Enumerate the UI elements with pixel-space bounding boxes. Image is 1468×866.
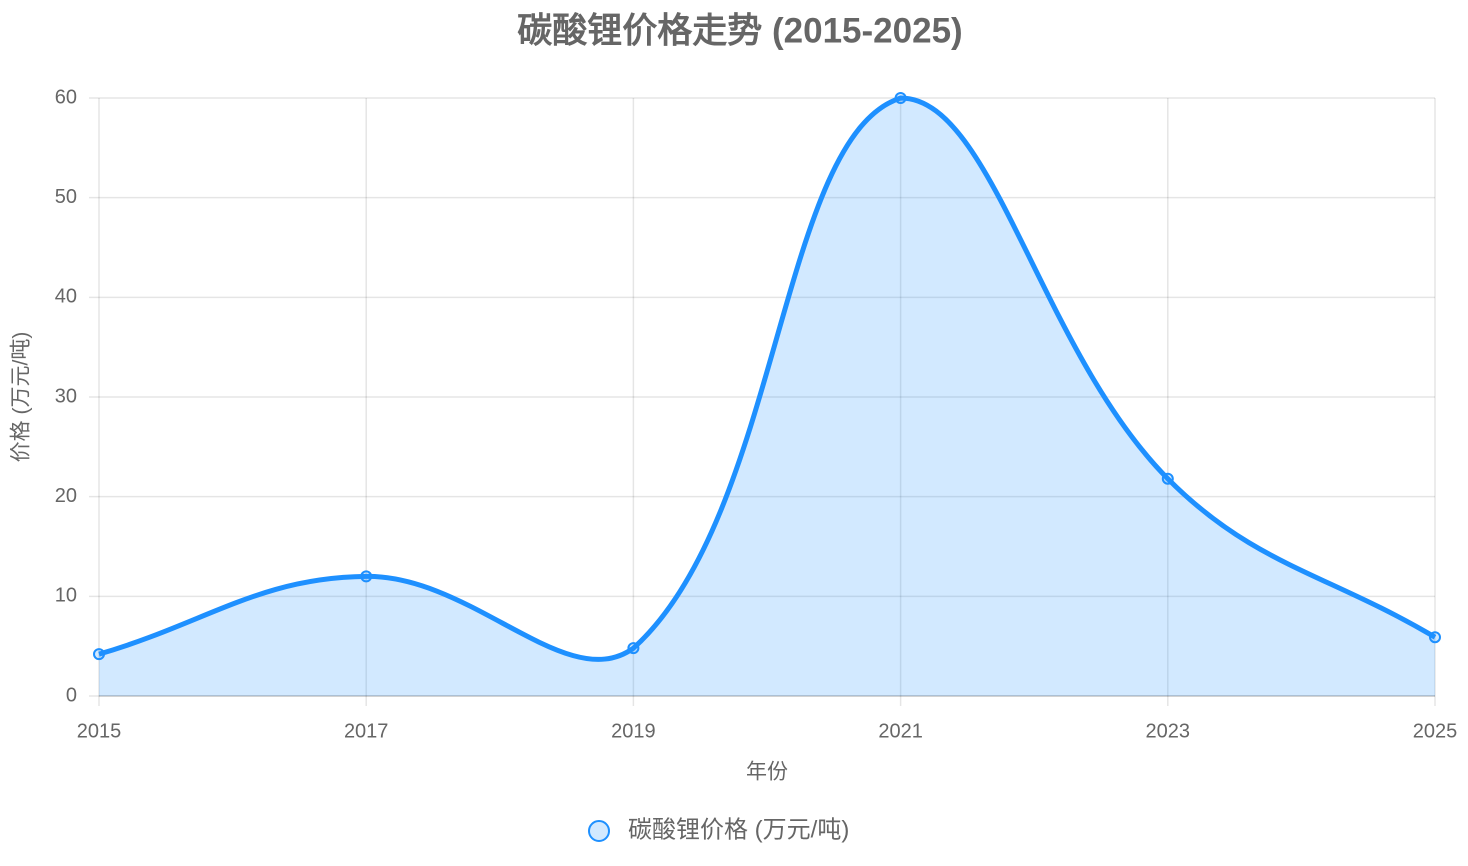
point: [360, 570, 373, 583]
y-axis-title: 价格 (万元/吨): [10, 332, 33, 463]
x-tick-label: 2017: [344, 720, 389, 742]
y-tick-label: 10: [55, 585, 77, 607]
y-tick-label: 50: [55, 186, 77, 208]
legend-marker: [588, 820, 610, 842]
x-tick-label: 2015: [77, 720, 122, 742]
point: [1429, 631, 1441, 644]
y-tick-label: 20: [55, 485, 77, 507]
point: [627, 642, 640, 655]
y-tick-label: 40: [55, 286, 77, 308]
y-tick-label: 30: [55, 385, 77, 407]
chart-title: 碳酸锂价格走势 (2015-2025): [517, 11, 962, 50]
y-tick-label: 0: [66, 684, 77, 706]
x-tick-label: 2019: [611, 720, 656, 742]
line: [98, 95, 1437, 662]
x-axis-title: 年份: [746, 761, 788, 784]
point: [894, 92, 907, 104]
x-tick-label: 2023: [1146, 720, 1191, 742]
x-tick-label: 2025: [1413, 720, 1458, 742]
legend-label: 碳酸锂价格 (万元/吨): [628, 816, 849, 843]
x-tick-label: 2021: [878, 720, 923, 742]
point: [1161, 472, 1174, 485]
point: [93, 648, 105, 661]
y-tick-label: 60: [55, 86, 77, 108]
area: [99, 98, 1435, 696]
